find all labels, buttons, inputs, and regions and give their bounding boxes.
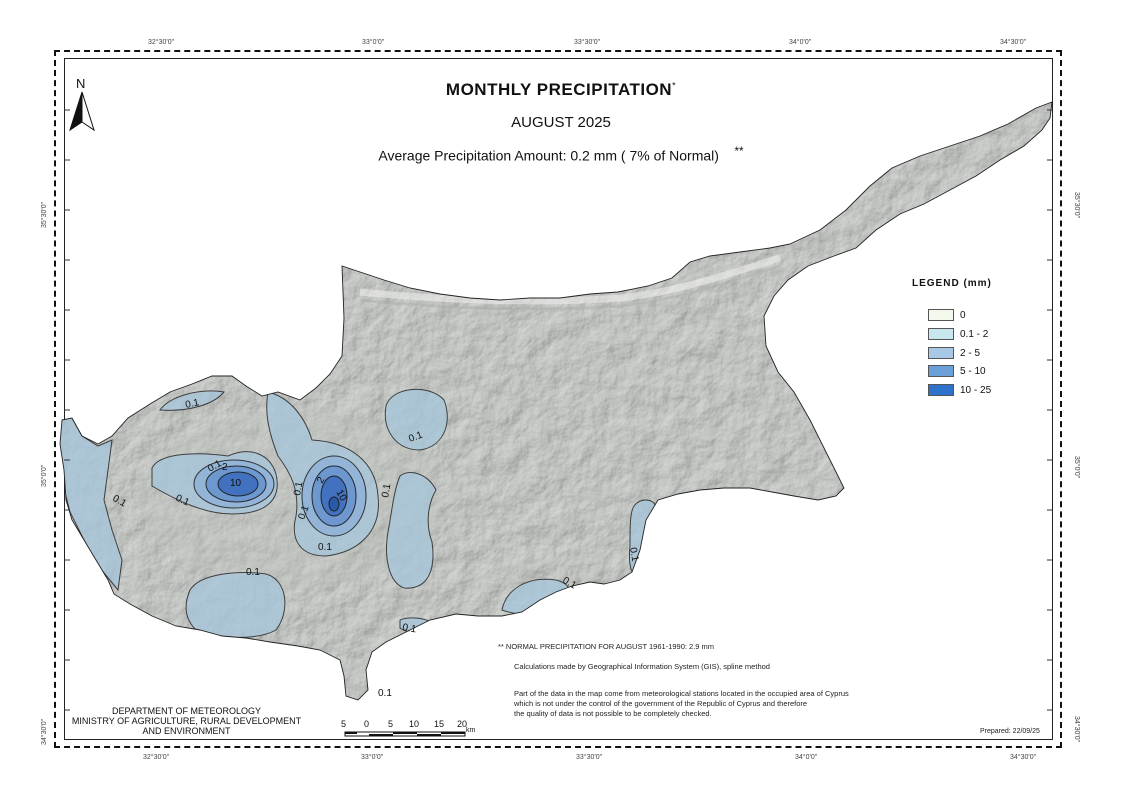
lon-label-top: 33°30'0"	[574, 39, 601, 46]
scale-tick-label: 10	[409, 719, 420, 729]
legend-label: 5 - 10	[960, 365, 986, 377]
contour-label: 0.1	[318, 542, 332, 553]
contour-label: 0.1	[378, 688, 392, 699]
north-label: N	[76, 76, 86, 91]
lon-label-bottom: 34°0'0"	[795, 754, 818, 761]
precip-area-10-25-central	[320, 475, 348, 517]
lon-label-bottom: 33°0'0"	[361, 754, 384, 761]
method-note: Calculations made by Geographical Inform…	[514, 662, 770, 671]
lon-label-top: 34°30'0"	[1000, 39, 1027, 46]
legend-label: 0.1 - 2	[960, 328, 989, 340]
scale-tick-label: 20	[457, 719, 468, 729]
contour-label: 2	[315, 475, 328, 486]
lon-label-top: 32°30'0"	[148, 39, 175, 46]
legend-item: 5 - 10	[928, 364, 986, 378]
contour-label: 0.1	[296, 504, 311, 521]
contour-label: 0.1	[627, 547, 640, 563]
title-marker: *	[672, 80, 677, 91]
precip-area-northwest	[159, 390, 225, 411]
lon-label-top: 34°0'0"	[789, 39, 812, 46]
contour-label: 0.1	[407, 430, 424, 445]
scale-tick-label: 15	[434, 719, 445, 729]
contour-label: 0.1	[380, 482, 393, 498]
scale-tick-label: 5	[388, 719, 394, 729]
legend-swatch	[928, 365, 954, 377]
precip-area-nicosia	[384, 388, 448, 451]
normal-precip-note: ** NORMAL PRECIPITATION FOR AUGUST 1961-…	[498, 642, 715, 651]
legend-swatch	[928, 309, 954, 321]
disclaimer-line-3: the quality of data is not possible to b…	[514, 709, 712, 718]
precip-area-10-25-west	[217, 471, 259, 497]
legend-title: LEGEND (mm)	[912, 278, 992, 289]
map-title: MONTHLY PRECIPITATION*	[445, 80, 677, 99]
contour-label: 0.1	[292, 480, 305, 496]
average-precip: Average Precipitation Amount: 0.2 mm ( 7…	[378, 145, 744, 164]
legend-item: 10 - 25	[928, 383, 991, 397]
lon-label-bottom: 33°30'0"	[576, 754, 603, 761]
legend-swatch	[928, 347, 954, 359]
ministry-line-cont: AND ENVIRONMENT	[142, 726, 231, 736]
contour-label: 10	[230, 478, 242, 489]
contour-label: 10	[333, 488, 348, 504]
prepared-date: Prepared: 22/09/25	[980, 728, 1040, 735]
department-block: DEPARTMENT OF METEOROLOGY MINISTRY OF AG…	[54, 706, 319, 736]
contour-label: 0.1	[174, 493, 192, 509]
scale-unit: km	[466, 727, 476, 734]
map-frame-outer	[54, 50, 1062, 748]
scale-bar	[344, 731, 466, 737]
north-arrow-icon	[69, 91, 95, 132]
contour-label: 2	[222, 462, 228, 473]
contour-label: 0.1	[401, 622, 417, 635]
average-marker: **	[734, 145, 744, 158]
legend-label: 2 - 5	[960, 347, 981, 359]
contour-label: 0.1	[246, 567, 260, 578]
legend-swatch	[928, 384, 954, 396]
legend-item: 0.1 - 2	[928, 327, 988, 341]
legend-item: 2 - 5	[928, 346, 980, 360]
precip-area-central	[386, 472, 437, 589]
scale-tick-label: 5	[341, 719, 347, 729]
lon-label-bottom: 32°30'0"	[143, 754, 170, 761]
department-line: DEPARTMENT OF METEOROLOGY	[111, 706, 262, 716]
lon-label-bottom: 34°30'0"	[1010, 754, 1037, 761]
scale-tick-label: 0	[364, 719, 370, 729]
disclaimer-line-1: Part of the data in the map come from me…	[514, 689, 849, 698]
legend-label: 0	[960, 309, 966, 321]
legend-label: 10 - 25	[960, 384, 992, 396]
lon-label-top: 33°0'0"	[362, 39, 385, 46]
disclaimer-line-2: which is not under the control of the go…	[514, 699, 808, 708]
ministry-line: MINISTRY OF AGRICULTURE, RURAL DEVELOPME…	[71, 716, 302, 726]
map-subtitle: AUGUST 2025	[511, 114, 611, 131]
legend-item: 0	[928, 308, 966, 322]
precip-area-south	[185, 572, 286, 638]
legend-swatch	[928, 328, 954, 340]
contour-label: 0.1	[184, 397, 200, 411]
